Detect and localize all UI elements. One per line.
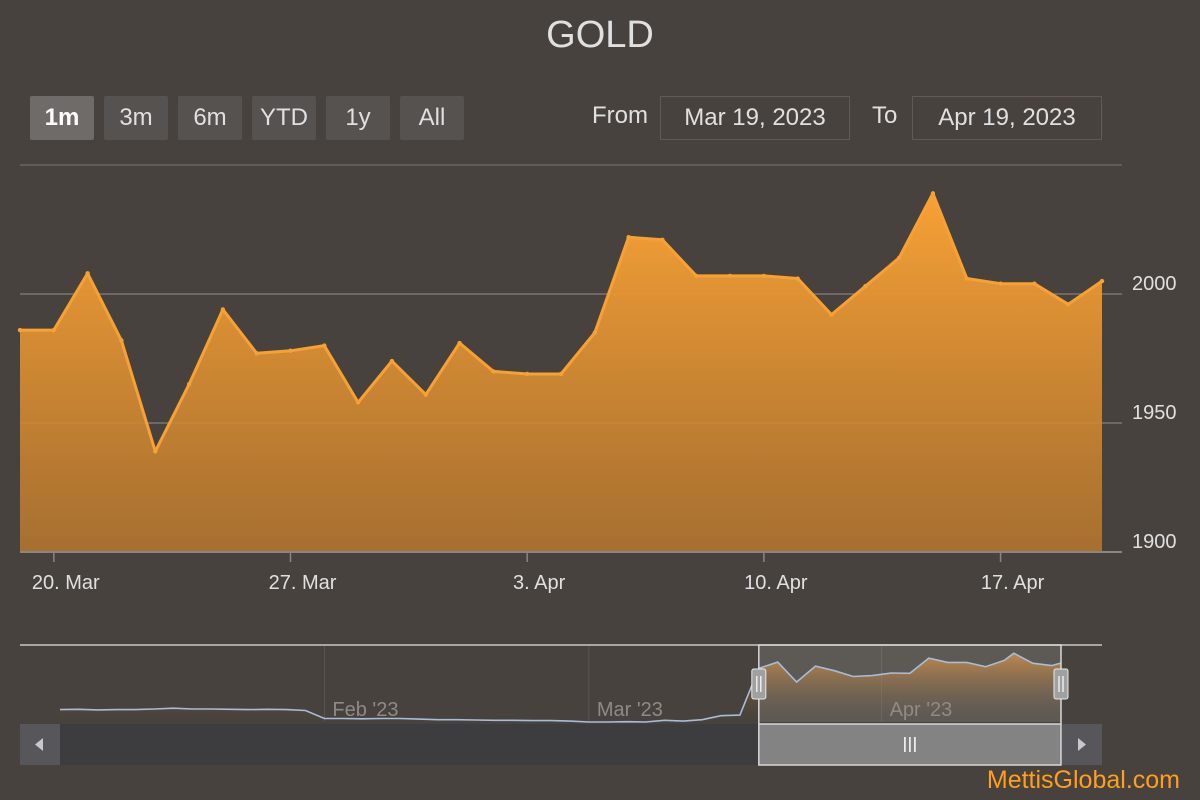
chevron-right-icon (1078, 738, 1086, 751)
range-button-ytd[interactable]: YTD (252, 96, 316, 140)
navigator-selection-outline (758, 644, 1062, 764)
x-tick-label: 17. Apr (981, 572, 1045, 594)
data-point[interactable] (896, 255, 902, 261)
data-point[interactable] (558, 371, 564, 377)
chevron-left-icon (35, 738, 43, 751)
data-point[interactable] (322, 343, 327, 348)
range-button-3m[interactable]: 3m (104, 96, 168, 140)
x-tick-label: 20. Mar (32, 572, 100, 594)
data-point[interactable] (694, 273, 699, 279)
range-button-6m[interactable]: 6m (178, 96, 242, 140)
to-date-input[interactable]: Apr 19, 2023 (912, 96, 1102, 140)
data-point[interactable] (85, 271, 90, 276)
data-point[interactable] (389, 358, 395, 364)
data-point[interactable] (254, 351, 259, 356)
data-point[interactable] (524, 371, 530, 377)
data-point[interactable] (626, 235, 631, 240)
x-tick-label: 27. Mar (269, 572, 337, 594)
data-point[interactable] (491, 369, 496, 374)
navigator-handle-right[interactable] (1053, 668, 1069, 700)
navigator-line (59, 652, 1062, 723)
data-point[interactable] (220, 307, 226, 312)
data-point[interactable] (119, 338, 124, 343)
data-point[interactable] (998, 281, 1003, 286)
navigator-label: Feb '23 (332, 699, 398, 721)
data-point[interactable] (930, 191, 936, 196)
data-point[interactable] (288, 348, 293, 353)
data-point[interactable] (1032, 281, 1037, 286)
watermark-text: MettisGlobal.com (986, 766, 1180, 794)
data-point[interactable] (17, 327, 23, 333)
range-button-all[interactable]: All (400, 96, 464, 140)
data-point[interactable] (1065, 302, 1071, 307)
to-label: To (872, 102, 898, 129)
x-tick-label: 10. Apr (744, 572, 808, 594)
data-point[interactable] (761, 273, 767, 279)
range-button-1y[interactable]: 1y (326, 96, 390, 140)
navigator-label: Mar '23 (597, 699, 663, 721)
data-point[interactable] (660, 237, 665, 243)
data-point[interactable] (457, 340, 462, 346)
data-point[interactable] (795, 276, 800, 281)
data-point[interactable] (829, 312, 834, 317)
range-button-1m[interactable]: 1m (30, 96, 94, 140)
data-point[interactable] (153, 449, 158, 454)
data-point[interactable] (423, 392, 428, 397)
y-tick-label: 1900 (1132, 531, 1177, 553)
data-point[interactable] (592, 330, 598, 335)
from-label: From (592, 102, 648, 129)
chart-title: GOLD (546, 14, 654, 56)
data-point[interactable] (355, 400, 361, 405)
y-tick-label: 2000 (1132, 273, 1177, 295)
from-date-input[interactable]: Mar 19, 2023 (660, 96, 850, 140)
data-point[interactable] (51, 327, 57, 333)
navigator-handle-left[interactable] (751, 668, 767, 700)
data-point[interactable] (964, 276, 969, 281)
data-point[interactable] (1099, 278, 1105, 284)
y-tick-label: 1950 (1132, 402, 1177, 424)
data-point[interactable] (863, 284, 868, 289)
price-area (20, 193, 1102, 552)
navigator-label: Apr '23 (890, 699, 953, 721)
data-point[interactable] (727, 273, 733, 279)
x-tick-label: 3. Apr (513, 572, 566, 594)
data-point[interactable] (186, 382, 192, 387)
navigator-selection-mask[interactable] (758, 646, 1061, 722)
